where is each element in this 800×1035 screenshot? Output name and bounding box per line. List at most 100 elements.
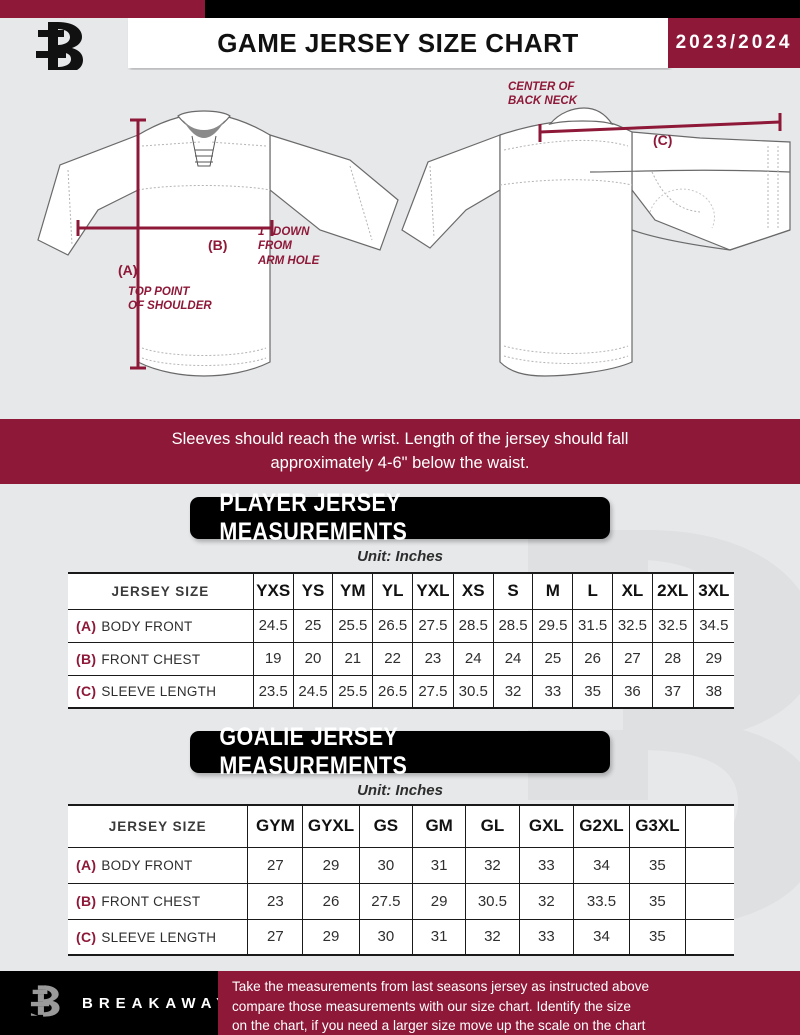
- row-name-body-front: BODY FRONT: [101, 858, 193, 873]
- page-title-text: GAME JERSEY SIZE CHART: [217, 27, 579, 58]
- goalie-row-body-front-label: (A) BODY FRONT: [68, 847, 248, 884]
- player-col-ym: YM: [332, 572, 373, 610]
- player-unit-label: Unit: Inches: [357, 548, 443, 565]
- cell: 38: [692, 675, 734, 709]
- cell: 27.5: [412, 609, 454, 643]
- cell: 34.5: [692, 609, 734, 643]
- cell: 30: [358, 847, 413, 884]
- cell: 24: [492, 642, 533, 676]
- table-row: (C) SLEEVE LENGTH 27 29 30 31 32 33 34 35: [68, 919, 734, 956]
- cell: 31: [412, 919, 466, 956]
- cell: 33.5: [573, 883, 630, 920]
- footer-brand-name: BREAKAWAY: [82, 994, 233, 1012]
- row-name-front-chest: FRONT CHEST: [101, 651, 201, 667]
- table-row: (A) BODY FRONT 24.5 25 25.5 26.5 27.5 28.…: [68, 609, 734, 643]
- cell: 27.5: [358, 883, 413, 920]
- cell: 32: [465, 847, 520, 884]
- cell: 32: [492, 675, 533, 709]
- cell: 34: [573, 847, 630, 884]
- note-line-2: approximately 4-6" below the waist.: [270, 453, 530, 472]
- cell: 32: [518, 883, 574, 920]
- cell: 35: [628, 919, 686, 956]
- page-header: GAME JERSEY SIZE CHART 2023/2024: [0, 18, 800, 78]
- cell: 23.5: [252, 675, 294, 709]
- goalie-row-sleeve-length-label: (C) SLEEVE LENGTH: [68, 919, 248, 956]
- table-row: (A) BODY FRONT 27 29 30 31 32 33 34 35: [68, 847, 734, 884]
- cell: 29: [302, 919, 360, 956]
- goalie-section-title-text: GOALIE JERSEY MEASUREMENTS: [219, 723, 408, 780]
- table-header-row: JERSEY SIZE GYM GYXL GS GM GL GXL G2XL G…: [68, 804, 734, 848]
- goalie-col-g2xl: G2XL: [573, 804, 630, 848]
- player-row-sleeve-length-label: (C) SLEEVE LENGTH: [68, 675, 254, 709]
- measurement-note-band: Sleeves should reach the wrist. Length o…: [0, 419, 800, 484]
- cell: 27.5: [412, 675, 454, 709]
- season-badge: 2023/2024: [668, 18, 800, 68]
- row-tag-b: (B): [76, 650, 97, 667]
- back-neck-note: CENTER OF BACK NECK: [508, 81, 577, 108]
- jersey-front-illustration: [37, 110, 399, 377]
- cell: 19: [252, 642, 294, 676]
- footer-line-1: Take the measurements from last seasons …: [232, 979, 650, 994]
- cell: 27: [612, 642, 653, 676]
- player-col-xs: XS: [452, 572, 494, 610]
- jersey-back-illustration: [401, 107, 791, 377]
- goalie-col-gxl: GXL: [518, 804, 574, 848]
- player-col-ys: YS: [292, 572, 333, 610]
- cell: 25: [532, 642, 573, 676]
- back-label-c-tag: (C): [653, 132, 673, 148]
- cell: 29: [412, 883, 466, 920]
- breakaway-b-logo-icon: [24, 979, 76, 1028]
- cell: 35: [628, 883, 686, 920]
- note-line-1: Sleeves should reach the wrist. Length o…: [171, 429, 629, 448]
- front-label-a-note: TOP POINT OF SHOULDER: [128, 286, 212, 313]
- cell: 36: [612, 675, 653, 709]
- footer-brand-block: BREAKAWAY: [0, 971, 226, 1035]
- row-tag-c: (C): [76, 928, 97, 945]
- player-section-title-text: PLAYER JERSEY MEASUREMENTS: [219, 489, 408, 546]
- goalie-col-gm: GM: [412, 804, 466, 848]
- cell: 29: [692, 642, 734, 676]
- cell: 25.5: [332, 609, 373, 643]
- front-label-b-note: 1" DOWN FROM ARM HOLE: [258, 226, 320, 267]
- player-col-l: L: [572, 572, 613, 610]
- footer-line-2: compare those measurements with our size…: [232, 998, 631, 1014]
- cell: 20: [292, 642, 333, 676]
- row-tag-a: (A): [76, 617, 97, 634]
- cell: 32.5: [612, 609, 653, 643]
- cell: 30.5: [465, 883, 520, 920]
- page-footer: BREAKAWAY Take the measurements from las…: [0, 971, 800, 1035]
- cell: 31.5: [572, 609, 613, 643]
- cell: [684, 919, 734, 956]
- goalie-row-header-label: JERSEY SIZE: [68, 804, 248, 848]
- row-name-sleeve-length: SLEEVE LENGTH: [101, 684, 217, 700]
- goalie-measurements-table: JERSEY SIZE GYM GYXL GS GM GL GXL G2XL G…: [68, 804, 734, 956]
- cell: [684, 883, 734, 920]
- row-name-body-front: BODY FRONT: [101, 618, 193, 634]
- cell: 30.5: [452, 675, 494, 709]
- cell: 25.5: [332, 675, 373, 709]
- cell: 31: [412, 847, 466, 884]
- cell: 33: [518, 847, 574, 884]
- goalie-row-front-chest-label: (B) FRONT CHEST: [68, 883, 248, 920]
- cell: 23: [412, 642, 454, 676]
- cell: 26: [302, 883, 360, 920]
- page-title: GAME JERSEY SIZE CHART: [128, 18, 668, 68]
- cell: 26.5: [372, 675, 413, 709]
- cell: [684, 847, 734, 884]
- row-tag-c: (C): [76, 683, 97, 700]
- table-row: (C) SLEEVE LENGTH 23.5 24.5 25.5 26.5 27.…: [68, 675, 734, 709]
- cell: 23: [247, 883, 303, 920]
- player-col-s: S: [492, 572, 533, 610]
- front-label-b-tag: (B): [208, 237, 228, 253]
- top-maroon-strip: [0, 0, 205, 18]
- goalie-col-empty: [684, 804, 734, 848]
- cell: 35: [628, 847, 686, 884]
- goalie-col-gl: GL: [465, 804, 520, 848]
- cell: 30: [358, 919, 413, 956]
- goalie-col-g3xl: G3XL: [628, 804, 686, 848]
- player-col-2xl: 2XL: [651, 572, 694, 610]
- footer-instructions: Take the measurements from last seasons …: [218, 971, 800, 1035]
- goalie-col-gs: GS: [358, 804, 413, 848]
- cell: 35: [572, 675, 613, 709]
